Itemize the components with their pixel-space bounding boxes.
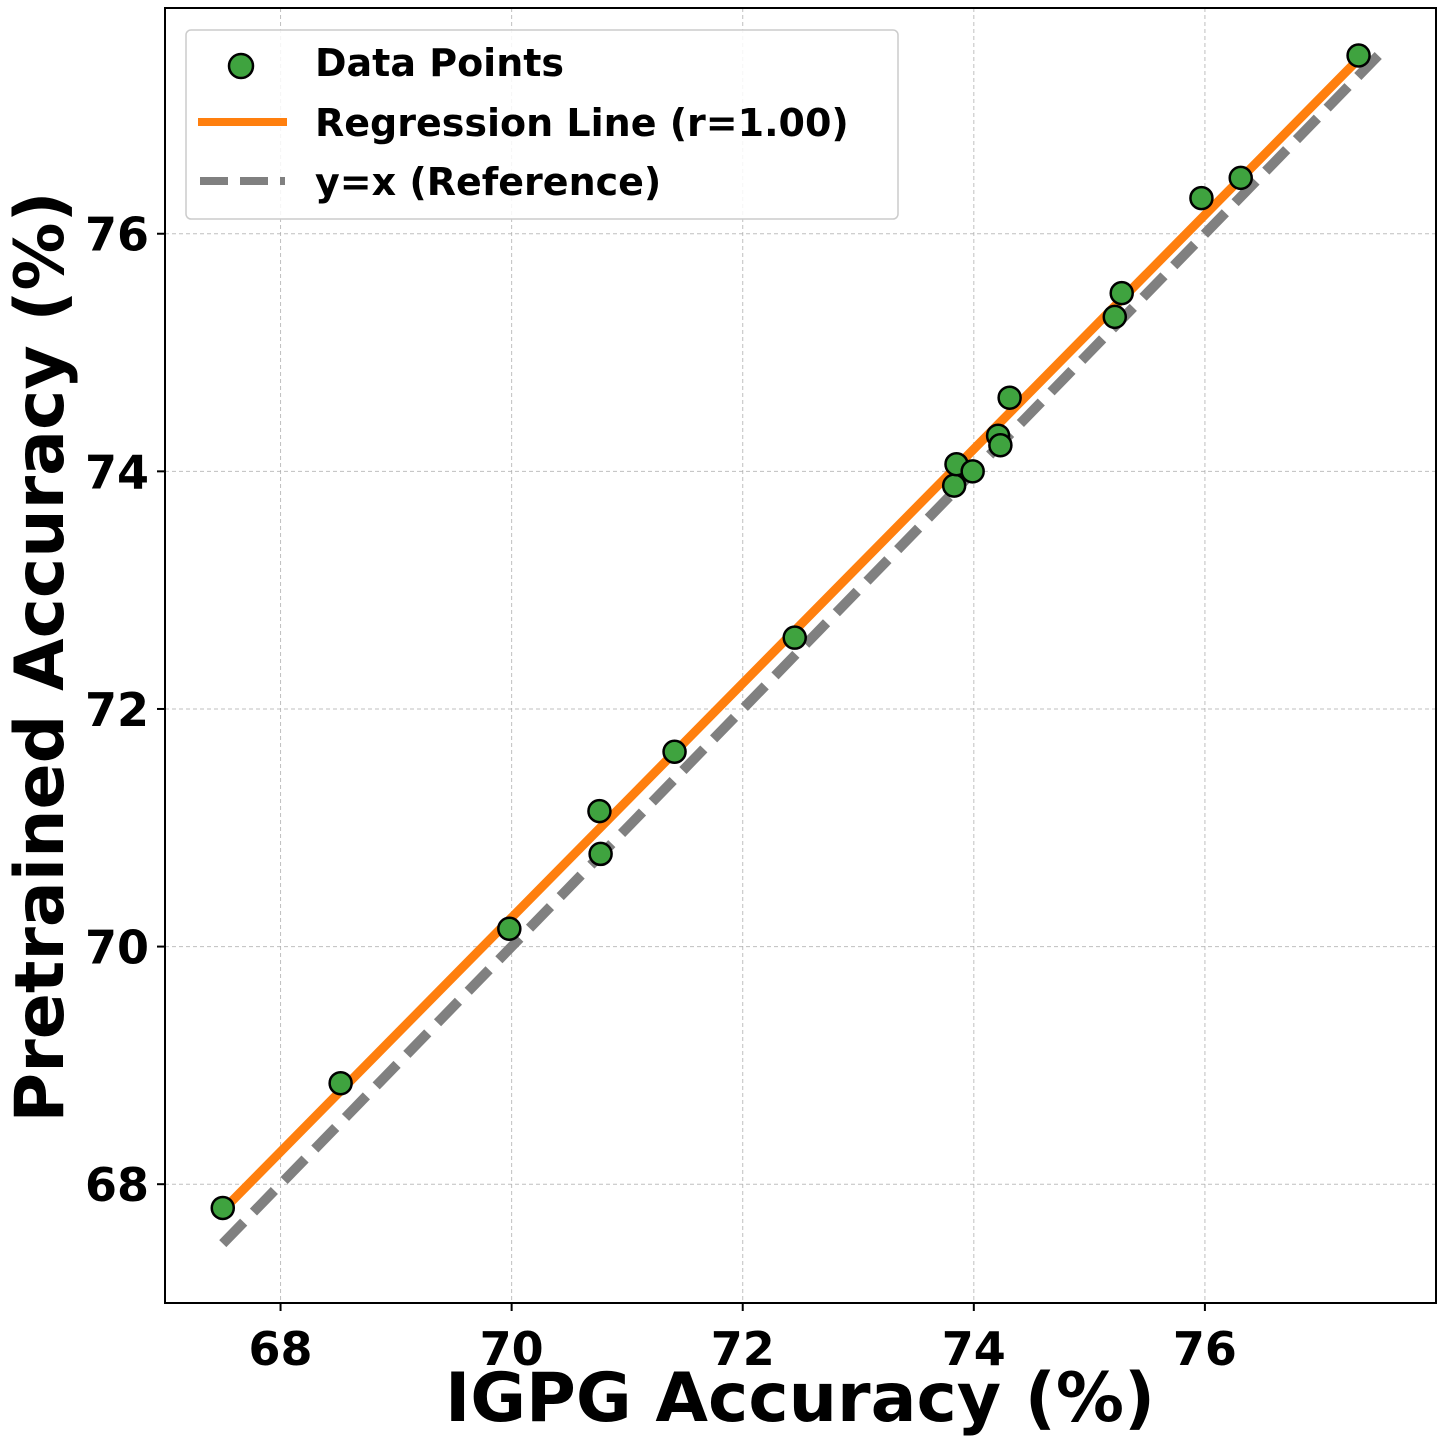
y-tick-label: 70 [85, 921, 149, 975]
data-point [997, 385, 1022, 410]
plot-area-frame [164, 7, 1437, 1304]
data-point [960, 459, 985, 484]
x-axis-ticks: 68 70 72 74 76 [249, 1303, 1237, 1376]
legend-label-reference-line: y=x (Reference) [315, 160, 661, 204]
x-tick-label: 68 [249, 1322, 313, 1376]
y-tick-label: 74 [85, 445, 149, 499]
y-axis-ticks: 68 70 72 74 76 [85, 208, 165, 1212]
legend: Data Points Regression Line (r=1.00) y=x… [185, 29, 899, 220]
y-tick-label: 76 [85, 208, 149, 262]
y-tick-label: 68 [85, 1158, 149, 1212]
x-tick-label: 74 [942, 1322, 1006, 1376]
reference-line-layer [219, 52, 1382, 1248]
y-tick-label: 72 [85, 683, 149, 737]
data-point [782, 625, 807, 650]
data-point [1228, 165, 1253, 191]
data-point [1109, 280, 1134, 306]
data-point [210, 1195, 236, 1221]
legend-box [185, 29, 899, 220]
data-point [1346, 43, 1371, 68]
x-axis-title: IGPG Accuracy (%) [445, 1359, 1155, 1438]
x-tick-label: 72 [711, 1322, 775, 1376]
legend-marker-data-points [227, 52, 255, 80]
data-point [941, 473, 967, 498]
data-point [1102, 304, 1128, 330]
data-points-layer [210, 43, 1371, 1221]
grid [165, 8, 1436, 1303]
legend-label-regression-line: Regression Line (r=1.00) [315, 101, 849, 145]
data-point [988, 432, 1013, 458]
legend-label-data-points: Data Points [315, 41, 564, 85]
y-axis-title: Pretrained Accuracy (%) [1, 191, 80, 1122]
x-tick-label: 76 [1173, 1322, 1237, 1376]
x-tick-label: 70 [480, 1322, 544, 1376]
data-point [587, 798, 612, 824]
reference-line [219, 52, 1382, 1248]
data-point [588, 841, 613, 867]
data-point [1189, 185, 1214, 211]
data-point [662, 739, 687, 764]
data-point [328, 1070, 353, 1096]
data-point [497, 916, 522, 942]
